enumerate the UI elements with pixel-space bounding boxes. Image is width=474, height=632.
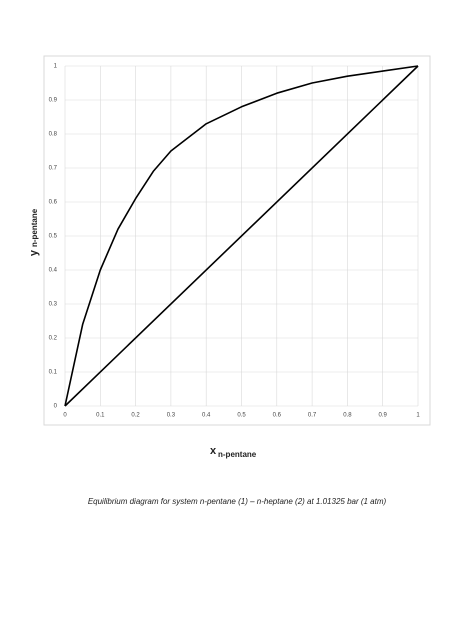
x-tick-label: 0.3 [167,413,176,419]
x-tick-label: 0.7 [308,413,317,419]
y-tick-label: 0.1 [49,370,58,376]
y-tick-label: 0 [54,404,58,410]
y-label: y [28,249,40,256]
data-line [64,65,419,407]
y-tick-label: 0.4 [49,268,58,274]
y-tick-label: 0.9 [49,98,58,104]
y-tick-label: 1 [54,64,58,70]
x-tick-label: 0.6 [273,413,282,419]
y-tick-label: 0.5 [49,234,58,240]
x-tick-label: 0.2 [131,413,140,419]
y-tick-label: 0.2 [49,336,58,342]
data-line [64,65,419,407]
y-tick-label: 0.6 [49,200,58,206]
y-tick-label: 0.8 [49,132,58,138]
x-tick-label: 0 [63,413,67,419]
y-tick-label: 0.3 [49,302,58,308]
y-axis-title: y n-pentane [28,208,40,256]
x-tick-label: 0.1 [96,413,105,419]
x-tick-label: 0.9 [379,413,388,419]
x-tick-label: 0.4 [202,413,211,419]
y-tick-label: 0.7 [49,166,58,172]
x-label-sub: n-pentane [218,450,257,459]
x-label: x [210,445,217,457]
y-label-sub: n-pentane [30,208,39,247]
x-tick-label: 0.5 [237,413,246,419]
caption: Equilibrium diagram for system n-pentane… [88,497,387,506]
x-tick-label: 1 [416,413,420,419]
x-tick-label: 0.8 [343,413,352,419]
